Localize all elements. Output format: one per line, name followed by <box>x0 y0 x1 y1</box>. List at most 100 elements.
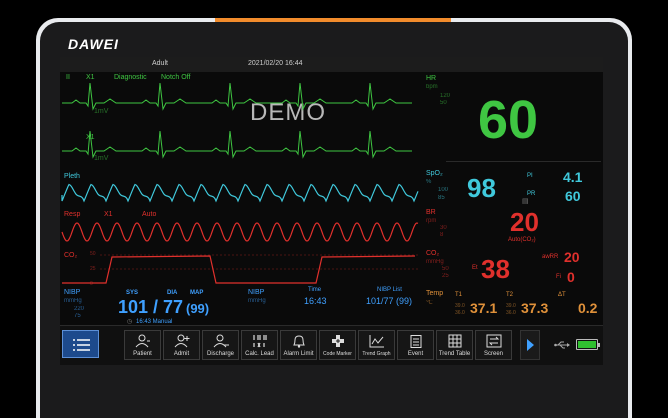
ecg-gain[interactable]: X1 <box>86 74 95 81</box>
usb-icon <box>554 341 570 349</box>
nibp-list-value: 101/77 (99) <box>366 296 413 306</box>
next-page-button[interactable] <box>520 330 540 360</box>
ecg-scale: 1mV <box>94 108 109 115</box>
t2-low-limit: 36.0 <box>506 310 516 316</box>
nibp-list-title: NIBP List <box>377 287 402 293</box>
nibp-label[interactable]: NIBP <box>64 289 81 296</box>
t2-value[interactable]: 37.3 <box>521 300 549 316</box>
ecg-filter[interactable]: Notch Off <box>161 74 191 81</box>
hr-value[interactable]: 60 <box>478 90 539 150</box>
br-low-limit: 8 <box>440 232 444 238</box>
calc-lead-button[interactable]: Calc. Lead <box>241 330 278 360</box>
br-source: Auto(CO₂) <box>508 237 536 243</box>
resp-wave <box>61 222 419 242</box>
t2-label: T2 <box>506 292 514 298</box>
code-marker-icon <box>332 335 344 347</box>
clock-icon: ◷ <box>127 319 133 325</box>
temp-label[interactable]: Temp <box>426 290 444 297</box>
nibp-value[interactable]: 101 / 77 <box>118 297 184 317</box>
discharge-button[interactable]: Discharge <box>202 330 239 360</box>
screen-button[interactable]: Screen <box>475 330 512 360</box>
pi-value[interactable]: 4.1 <box>563 169 583 185</box>
map-label: MAP <box>190 290 204 296</box>
co2-wave-label[interactable]: CO₂ <box>64 252 78 259</box>
nibp-list-unit: mmHg <box>248 298 266 304</box>
discharge-icon <box>213 334 229 348</box>
monitor-screen: Adult 2021/02/20 16:44 II X1 Diagnostic … <box>60 57 603 365</box>
main-menu-button[interactable] <box>62 330 99 358</box>
co2-label: CO₂ <box>426 250 440 257</box>
ecg-mode[interactable]: Diagnostic <box>114 74 147 81</box>
patient-button[interactable]: Patient <box>124 330 161 360</box>
patient-type[interactable]: Adult <box>152 60 168 67</box>
bottom-toolbar: Patient Admit Discharge Calc. Lead Alarm… <box>60 325 603 365</box>
trend-graph-button[interactable]: Trend Graph <box>358 330 395 360</box>
co2-wave <box>62 254 418 284</box>
event-button[interactable]: Event <box>397 330 434 360</box>
battery-icon <box>576 339 600 350</box>
admit-button[interactable]: Admit <box>163 330 200 360</box>
pr-value[interactable]: 60 <box>565 188 581 204</box>
bell-icon <box>293 335 305 348</box>
hr-high-limit: 120 <box>440 93 451 99</box>
alarm-limit-button[interactable]: Alarm Limit <box>280 330 317 360</box>
trend-table-button[interactable]: Trend Table <box>436 330 473 360</box>
trend-graph-icon <box>369 335 384 348</box>
resp-mode[interactable]: Auto <box>142 211 157 218</box>
etco2-value[interactable]: 38 <box>481 254 510 284</box>
nibp-list-label[interactable]: NIBP <box>248 289 265 296</box>
ecg2-scale: 1mV <box>94 155 109 162</box>
trend-table-button-label: Trend Table <box>438 351 471 357</box>
br-value[interactable]: 20 <box>510 207 539 237</box>
pleth-label[interactable]: Pleth <box>64 173 80 180</box>
spo2-low-limit: 85 <box>438 195 445 201</box>
resp-gain[interactable]: X1 <box>104 211 113 218</box>
patient-icon <box>135 334 150 348</box>
ecg-lead[interactable]: II <box>66 74 70 81</box>
nibp-limit-1: 220 <box>74 306 85 312</box>
delta-t-value[interactable]: 0.2 <box>578 300 598 316</box>
discharge-button-label: Discharge <box>206 351 234 357</box>
ecg-wave-1 <box>62 82 412 111</box>
pr-label: PR <box>527 191 536 197</box>
nibp-map-value: (99) <box>186 301 210 316</box>
t1-label: T1 <box>455 292 463 298</box>
spo2-value[interactable]: 98 <box>467 173 496 203</box>
nibp-time-value: 16:43 <box>304 296 327 306</box>
co2-scale-top: 50 <box>90 251 96 257</box>
br-unit: rpm <box>426 218 437 224</box>
spo2-label: SpO₂ <box>426 170 443 177</box>
event-button-label: Event <box>407 351 424 357</box>
menu-list-icon <box>73 339 90 351</box>
awrr-label: awRR <box>542 254 559 260</box>
t1-value[interactable]: 37.1 <box>470 300 498 316</box>
nibp-time-label: Time <box>308 287 322 293</box>
pr-source-icon: ▤ <box>522 198 529 205</box>
brand-logo: DAWEI <box>68 36 119 52</box>
spo2-high-limit: 100 <box>438 187 449 193</box>
datetime: 2021/02/20 16:44 <box>248 60 303 67</box>
code-marker-button[interactable]: Code Marker <box>319 330 356 360</box>
t1-low-limit: 36.0 <box>455 310 465 316</box>
calc-lead-icon <box>253 335 267 348</box>
admit-button-label: Admit <box>173 351 190 357</box>
co2-unit: mmHg <box>426 259 444 265</box>
patient-button-label: Patient <box>133 351 152 357</box>
header-bar: Adult 2021/02/20 16:44 <box>60 57 603 72</box>
fico2-label: Fi <box>556 274 561 280</box>
delta-t-label: ΔT <box>558 292 566 298</box>
etco2-label: Et <box>472 265 478 271</box>
nibp-limit-2: 75 <box>74 313 81 319</box>
chevron-right-icon <box>527 339 534 351</box>
resp-label[interactable]: Resp <box>64 211 81 218</box>
t1-high-limit: 39.0 <box>455 303 465 309</box>
trend-table-icon <box>448 334 462 348</box>
divider <box>446 161 601 162</box>
awrr-value[interactable]: 20 <box>564 249 580 265</box>
ecg-wave-2 <box>62 130 412 159</box>
co2-high-limit: 50 <box>442 266 449 272</box>
br-label: BR <box>426 209 436 216</box>
event-clipboard-icon <box>410 335 422 348</box>
co2-scale-bottom: 0 <box>90 281 93 287</box>
fico2-value[interactable]: 0 <box>567 269 575 285</box>
